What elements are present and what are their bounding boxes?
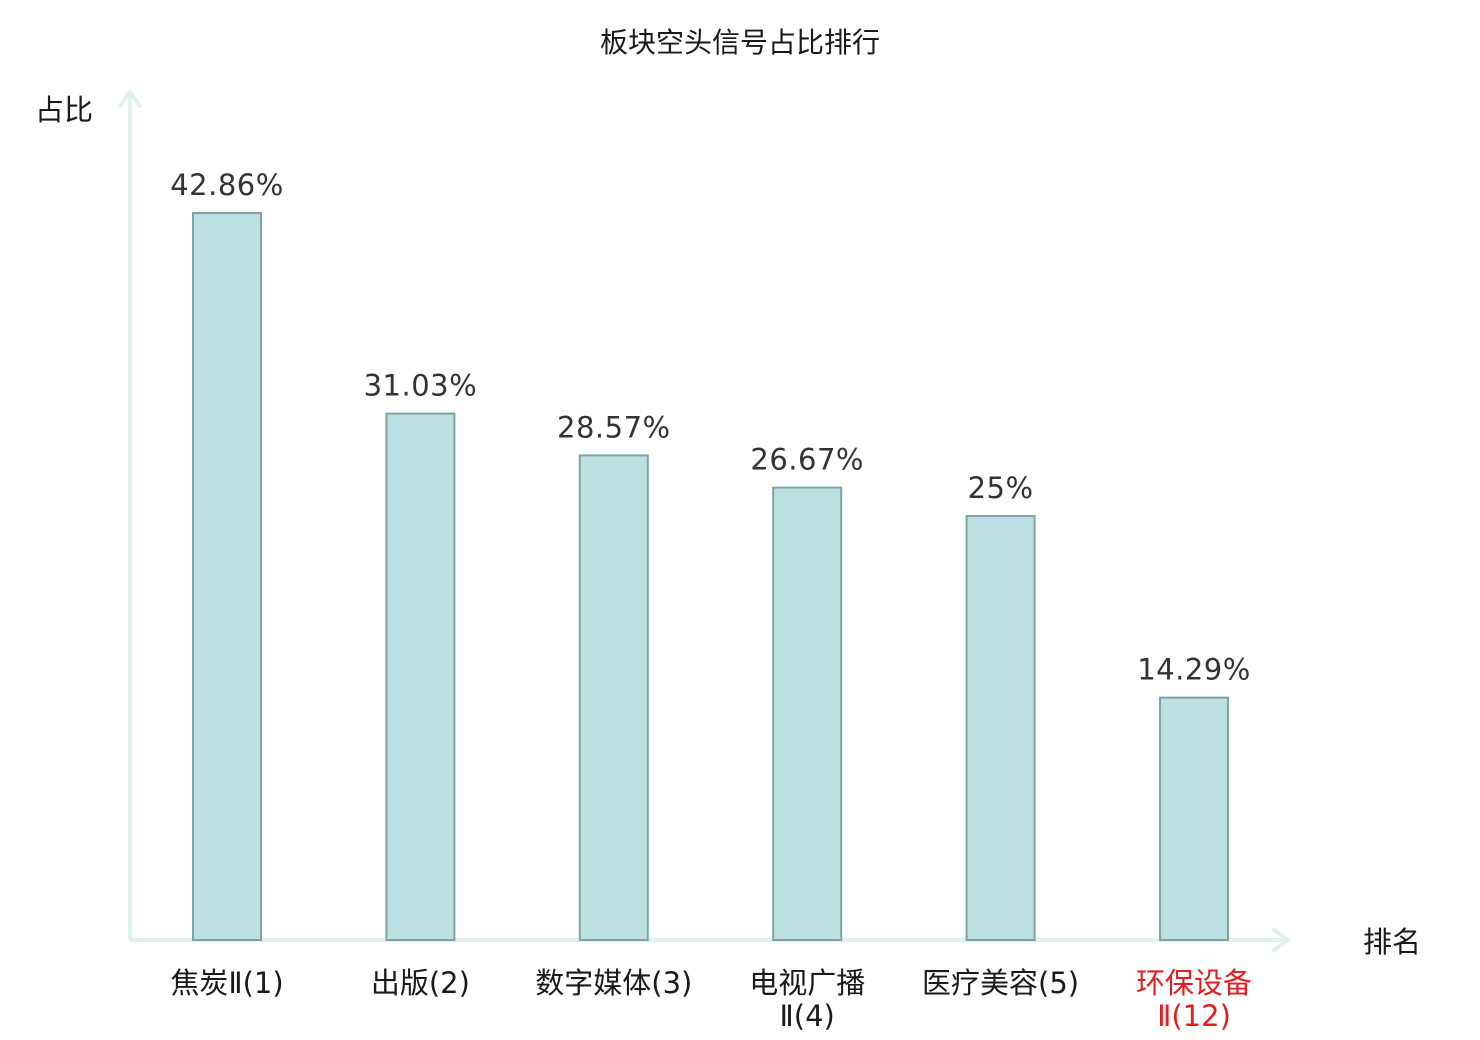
bar-2: [385, 412, 456, 941]
value-label-5: 25%: [968, 471, 1034, 505]
y-axis-arrow: [118, 88, 142, 108]
category-label-1: 焦炭Ⅱ(1): [170, 966, 283, 1000]
category-label-2: 出版(2): [371, 966, 470, 1000]
bar-1: [192, 212, 262, 941]
chart-title: 板块空头信号占比排行: [600, 26, 880, 59]
bar-3: [578, 454, 649, 941]
value-label-1: 42.86%: [170, 168, 284, 202]
bar-4: [772, 486, 843, 941]
value-label-2: 31.03%: [364, 369, 478, 403]
bar-5: [965, 514, 1036, 941]
category-label-4-line-2: Ⅱ(4): [780, 999, 835, 1033]
axes: [118, 88, 1292, 952]
category-label-6-line-1: 环保设备: [1136, 966, 1252, 1000]
value-label-6: 14.29%: [1137, 653, 1251, 687]
value-labels-group: 42.86% 31.03% 28.57% 26.67% 25% 14.29%: [170, 168, 1251, 687]
bar-6: [1159, 696, 1229, 941]
x-axis-label: 排名: [1363, 925, 1421, 959]
category-label-5: 医疗美容(5): [922, 966, 1079, 1000]
x-axis-arrow: [1272, 928, 1292, 952]
category-label-3: 数字媒体(3): [535, 966, 692, 1000]
value-label-4: 26.67%: [750, 443, 864, 477]
value-label-3: 28.57%: [557, 410, 671, 444]
category-label-4-line-1: 电视广播: [749, 966, 865, 1000]
bars-group: [192, 212, 1229, 941]
category-label-6-line-2: Ⅱ(12): [1157, 999, 1231, 1033]
y-axis-label: 占比: [35, 93, 93, 127]
